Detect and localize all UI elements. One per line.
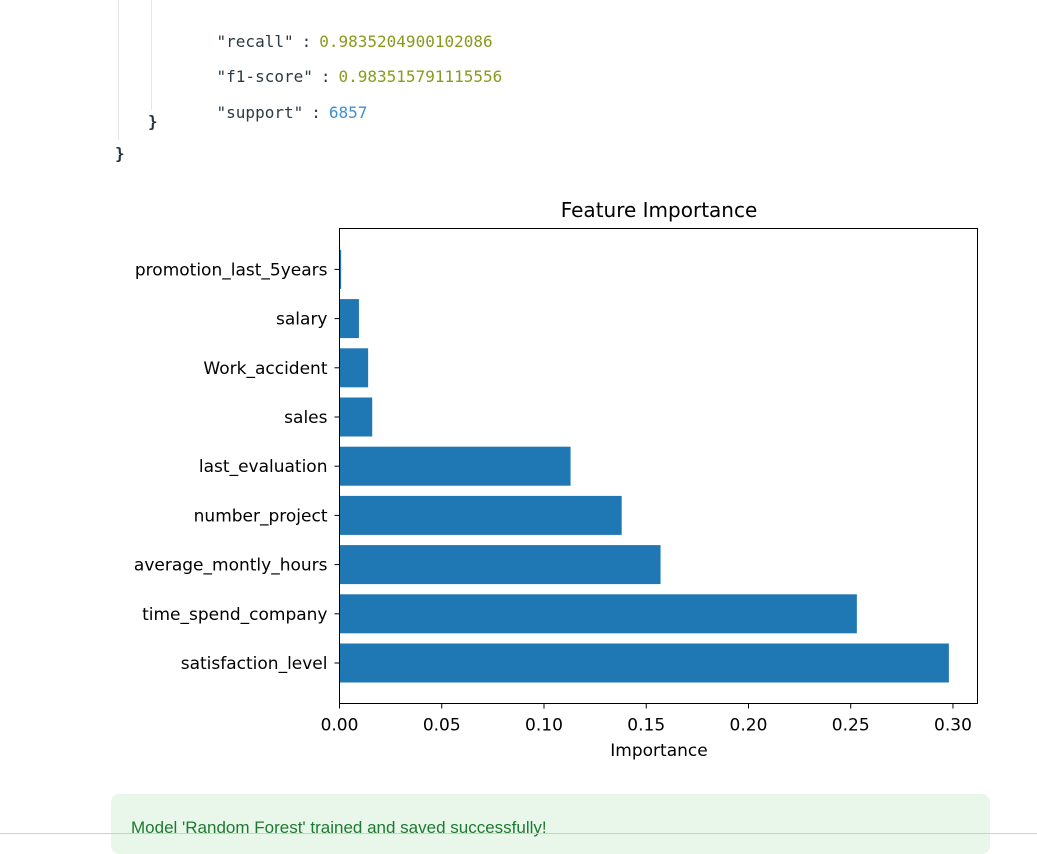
bar-work-accident [339,348,369,388]
chart-svg: Feature Importance satisfaction_level tim… [134,198,978,761]
x-tick-label: 0.15 [627,716,665,736]
y-tick-label: satisfaction_level [181,654,328,674]
json-inner-close-brace: } [148,112,158,131]
y-tick-label: sales [284,408,327,428]
y-tick-label: average_montly_hours [134,556,328,576]
json-value: 6857 [328,103,368,122]
json-value: 0.9835204900102086 [319,32,493,51]
bar-average-montly-hours [339,545,661,585]
success-alert: Model 'Random Forest' trained and saved … [111,794,990,854]
y-tick-label: last_evaluation [199,457,328,477]
json-outer-close-brace: } [115,144,125,163]
chart-title: Feature Importance [561,198,758,222]
bar-satisfaction-level [339,643,949,683]
json-colon: : [301,32,312,51]
x-tick-label: 0.25 [832,716,870,736]
y-axis: satisfaction_level time_spend_company aver… [134,260,340,674]
bar-sales [339,397,373,437]
json-key: "recall" [216,32,294,51]
success-message: Model 'Random Forest' trained and saved … [131,818,547,837]
bars-layer [339,249,949,683]
json-row-recall: "recall":0.9835204900102086 [178,9,493,51]
json-key: "f1-score" [216,67,313,86]
plot-frame [339,228,978,704]
bar-last-evaluation [339,446,571,486]
bar-number-project [339,495,622,535]
indent-guide [151,0,152,110]
y-tick-label: Work_accident [203,359,327,379]
y-tick-label: number_project [194,506,328,526]
viewport-divider [0,833,1037,834]
json-key: "support" [216,103,304,122]
indent-guide [118,0,119,140]
json-value: 0.983515791115556 [338,67,503,86]
y-tick-label: time_spend_company [142,605,327,625]
x-tick-label: 0.10 [525,716,563,736]
json-row-support: "support":6857 [178,80,368,122]
y-tick-label: promotion_last_5years [135,260,328,280]
y-tick-label: salary [276,310,327,330]
x-axis: 0.00 0.05 0.10 0.15 0.20 0.25 0.30 [321,703,972,736]
x-tick-label: 0.30 [934,716,972,736]
json-row-f1-score: "f1-score":0.983515791115556 [178,44,503,86]
x-tick-label: 0.00 [321,716,359,736]
bar-salary [339,299,359,339]
x-tick-label: 0.05 [423,716,461,736]
json-colon: : [320,67,331,86]
x-axis-label: Importance [610,741,707,761]
x-tick-label: 0.20 [730,716,768,736]
bar-promotion-last-5years [339,249,342,289]
json-viewer: "recall":0.9835204900102086 "f1-score":0… [0,0,1037,175]
feature-importance-chart: Feature Importance satisfaction_level tim… [0,180,1037,779]
json-colon: : [311,103,321,122]
bar-time-spend-company [339,594,857,634]
